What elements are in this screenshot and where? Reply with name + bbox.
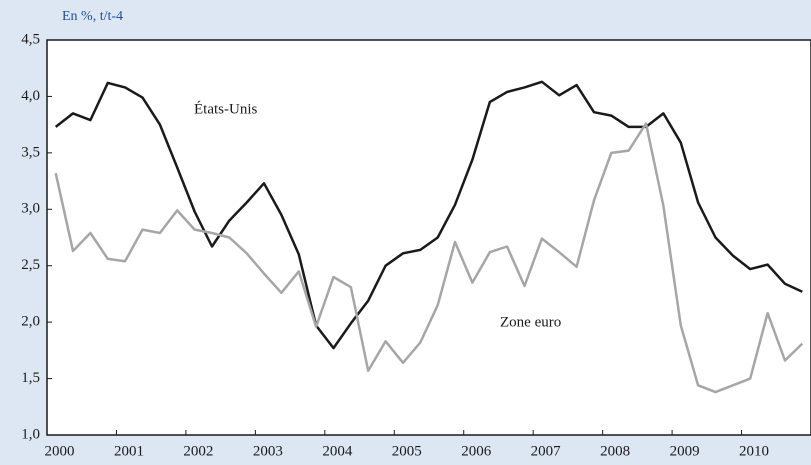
y-axis-label: En %, t/t-4 (62, 9, 123, 24)
y-tick-label: 4,5 (21, 31, 40, 47)
annotation: États-Unis (194, 100, 257, 117)
x-tick-label: 2009 (670, 443, 700, 459)
x-tick-label: 2005 (392, 443, 422, 459)
x-tick-label: 2008 (600, 443, 630, 459)
y-tick-label: 1,0 (21, 426, 40, 442)
annotation: Zone euro (500, 314, 561, 330)
plot-area (46, 39, 811, 436)
y-tick-label: 1,5 (21, 370, 40, 386)
x-tick-label: 2007 (531, 443, 562, 459)
series-line (54, 80, 803, 350)
x-tick-label: 2010 (739, 443, 769, 459)
x-tick-label: 2002 (183, 443, 213, 459)
x-tick-label: 2004 (322, 443, 353, 459)
x-tick-label: 2000 (45, 443, 75, 459)
y-tick-label: 3,0 (21, 201, 40, 217)
y-tick-label: 4,0 (21, 88, 40, 104)
y-tick-label: 3,5 (21, 144, 40, 160)
x-tick-label: 2001 (114, 443, 144, 459)
y-tick-label: 2,5 (21, 257, 40, 273)
x-tick-label: 2006 (461, 443, 492, 459)
y-tick-label: 2,0 (21, 314, 40, 330)
x-tick-label: 2003 (253, 443, 283, 459)
series-line (54, 122, 804, 394)
